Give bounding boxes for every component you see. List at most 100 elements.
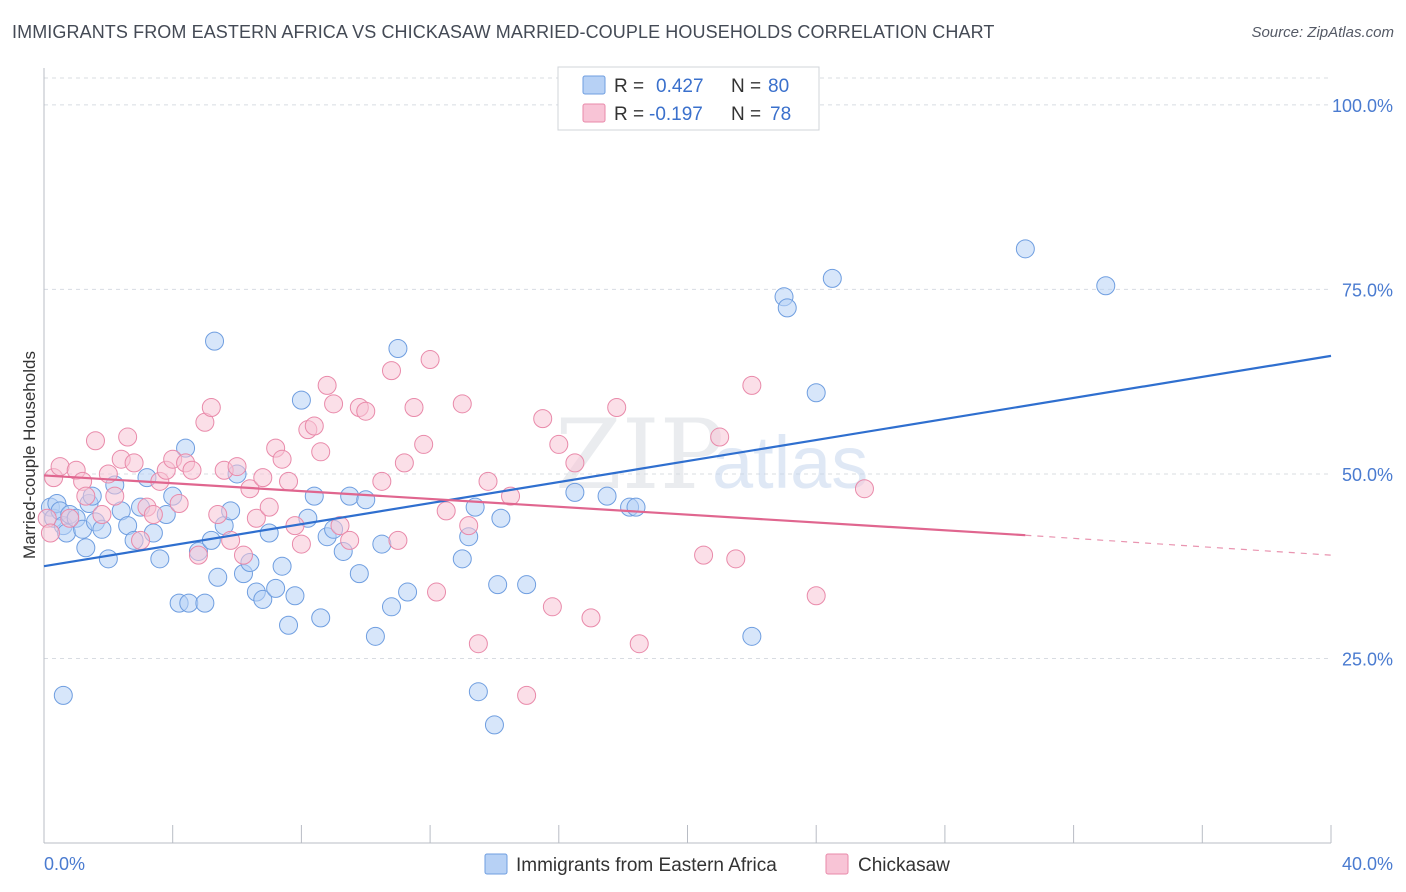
point-0-64 — [517, 575, 537, 595]
point-1-66 — [542, 597, 562, 617]
point-1-61 — [468, 634, 488, 654]
point-0-25 — [179, 593, 199, 613]
point-1-7 — [76, 486, 96, 506]
point-0-62 — [488, 575, 508, 595]
trend-line-pink — [43, 474, 1026, 537]
legend-swatch-blue — [582, 75, 606, 95]
point-0-37 — [259, 523, 279, 543]
point-1-56 — [420, 350, 440, 370]
point-1-51 — [381, 361, 401, 381]
legend-r-value-1: -0.197 — [649, 104, 703, 125]
point-1-4 — [60, 508, 80, 528]
point-0-42 — [291, 390, 311, 410]
point-1-26 — [201, 398, 221, 418]
bottom-legend-label-0: Immigrants from Eastern Africa — [516, 855, 777, 876]
point-1-17 — [143, 505, 163, 525]
series-immigrants-eastern-africa — [40, 239, 1116, 735]
point-1-15 — [131, 530, 151, 550]
point-0-12 — [98, 549, 118, 569]
point-0-57 — [452, 549, 472, 569]
point-0-41 — [285, 586, 305, 606]
point-0-72 — [806, 383, 826, 403]
point-1-55 — [414, 434, 434, 454]
point-1-42 — [304, 416, 324, 436]
point-1-50 — [372, 471, 392, 491]
point-0-63 — [491, 508, 511, 528]
point-0-73 — [822, 268, 842, 288]
y-tick-labels: 25.0% 50.0% 75.0% 100.0% — [1332, 96, 1393, 670]
point-0-77 — [76, 538, 96, 558]
point-0-66 — [597, 486, 617, 506]
point-1-24 — [188, 545, 208, 565]
point-0-52 — [365, 626, 385, 646]
point-0-39 — [272, 556, 292, 576]
bottom-legend-swatch-pink — [825, 853, 849, 875]
point-0-36 — [253, 589, 273, 609]
point-0-71 — [777, 298, 797, 318]
point-1-21 — [169, 493, 189, 513]
point-1-8 — [85, 431, 105, 451]
point-0-69 — [742, 626, 762, 646]
point-1-35 — [259, 497, 279, 517]
legend-r-value-0: 0.427 — [656, 76, 704, 97]
point-0-20 — [150, 549, 170, 569]
point-1-76 — [806, 586, 826, 606]
point-0-38 — [266, 578, 286, 598]
legend-n-label-0: N = — [731, 76, 761, 97]
correlation-legend: R = 0.427 N = 80 R = -0.197 N = 78 — [557, 66, 820, 131]
point-1-54 — [404, 398, 424, 418]
legend-swatch-pink — [582, 103, 606, 123]
point-0-51 — [356, 490, 376, 510]
point-1-71 — [629, 634, 649, 654]
point-0-54 — [381, 597, 401, 617]
point-1-34 — [253, 468, 273, 488]
x-tick-label-max: 40.0% — [1342, 854, 1393, 874]
y-tick-label-25: 25.0% — [1342, 649, 1393, 669]
point-0-76 — [53, 685, 73, 705]
legend-n-value-0: 80 — [768, 76, 789, 97]
point-0-60 — [468, 682, 488, 702]
watermark-atlas: atlas — [712, 421, 868, 504]
point-0-56 — [398, 582, 418, 602]
series-chickasaw — [37, 350, 874, 705]
point-0-78 — [205, 331, 225, 351]
point-0-45 — [311, 608, 331, 628]
point-1-38 — [279, 471, 299, 491]
point-1-13 — [118, 427, 138, 447]
point-1-27 — [208, 505, 228, 525]
point-1-72 — [694, 545, 714, 565]
point-1-3 — [50, 457, 70, 477]
point-1-44 — [317, 375, 337, 395]
legend-n-label-1: N = — [731, 104, 761, 125]
point-1-53 — [394, 453, 414, 473]
point-1-69 — [581, 608, 601, 628]
point-0-75 — [1096, 276, 1116, 296]
point-1-73 — [710, 427, 730, 447]
point-1-49 — [356, 401, 376, 421]
point-1-57 — [427, 582, 447, 602]
point-1-30 — [227, 457, 247, 477]
point-0-55 — [388, 338, 408, 358]
point-1-58 — [436, 501, 456, 521]
y-axis-label: Married-couple Households — [20, 351, 39, 559]
point-0-68 — [626, 497, 646, 517]
point-0-50 — [349, 564, 369, 584]
point-1-52 — [388, 530, 408, 550]
point-0-44 — [304, 486, 324, 506]
point-1-65 — [533, 409, 553, 429]
point-1-31 — [233, 545, 253, 565]
bottom-legend-label-1: Chickasaw — [858, 855, 950, 876]
point-1-23 — [182, 460, 202, 480]
point-1-74 — [726, 549, 746, 569]
trend-line-blue — [43, 354, 1332, 568]
point-1-40 — [291, 534, 311, 554]
point-1-62 — [478, 471, 498, 491]
point-1-75 — [742, 375, 762, 395]
legend-r-label-1: R = — [614, 104, 644, 125]
point-0-27 — [195, 593, 215, 613]
point-1-46 — [330, 516, 350, 536]
point-1-37 — [272, 449, 292, 469]
point-0-74 — [1015, 239, 1035, 259]
point-0-65 — [565, 482, 585, 502]
